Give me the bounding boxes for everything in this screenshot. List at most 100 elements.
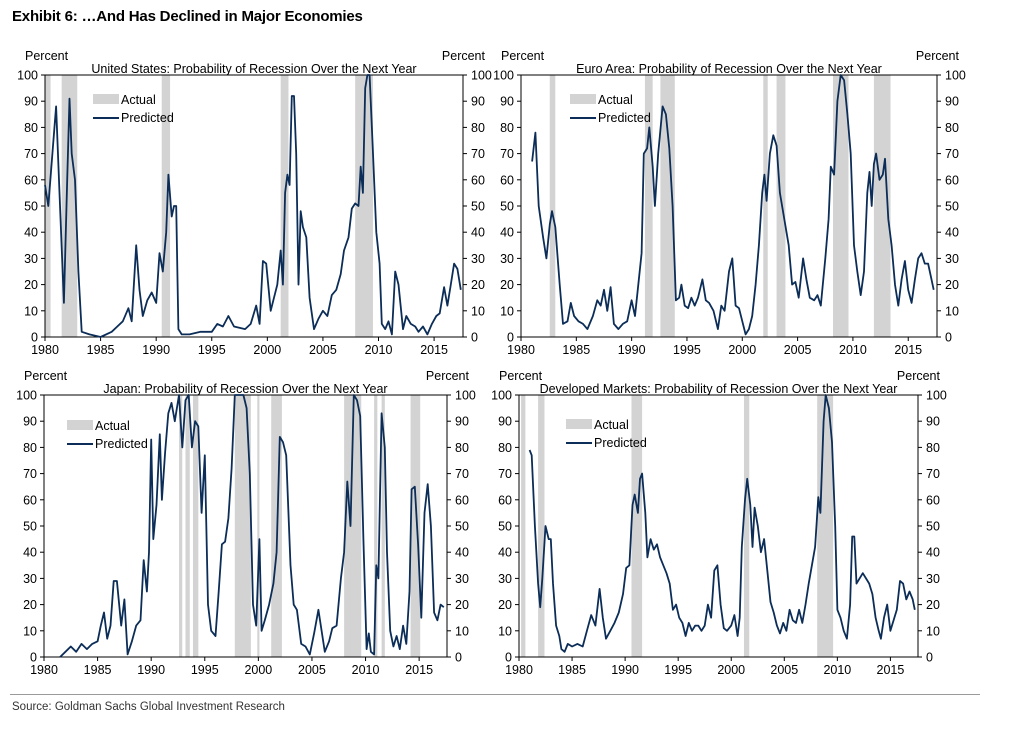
y-tick-label-right: 30 — [945, 252, 959, 266]
y-tick-label-right: 60 — [945, 173, 959, 187]
x-tick-label: 2005 — [784, 343, 812, 357]
y-tick-label-right: 50 — [945, 200, 959, 214]
y-tick-label-right: 90 — [471, 95, 485, 109]
legend-swatch-actual — [566, 419, 592, 429]
y-tick-label-left: 40 — [24, 226, 38, 240]
y-tick-label-right: 100 — [926, 389, 947, 403]
y-tick-label-left: 10 — [23, 624, 37, 638]
legend-label-predicted: Predicted — [121, 111, 174, 125]
y-tick-label-right: 10 — [926, 624, 940, 638]
y-tick-label-left: 50 — [23, 520, 37, 534]
legend-label-predicted: Predicted — [598, 111, 651, 125]
y-tick-label-right: 40 — [945, 226, 959, 240]
actual-recession-band — [873, 75, 891, 337]
y-tick-label-left: 50 — [24, 200, 38, 214]
x-tick-label: 2005 — [309, 343, 337, 357]
x-tick-label: 1980 — [505, 663, 533, 677]
chart-panel-1: 0 0 10 10 20 20 30 30 40 40 50 50 60 60 70 70 80 80 90 90 10… — [17, 49, 492, 357]
x-tick-label: 2010 — [352, 663, 380, 677]
x-tick-label: 2000 — [253, 343, 281, 357]
y-tick-label-left: 20 — [498, 598, 512, 612]
y-tick-label-right: 30 — [471, 252, 485, 266]
actual-recession-band — [631, 395, 643, 657]
y-tick-label-right: 10 — [945, 304, 959, 318]
y-tick-label-left: 90 — [24, 95, 38, 109]
y-tick-label-left: 0 — [507, 331, 514, 345]
y-tick-label-right: 40 — [926, 546, 940, 560]
x-tick-label: 2000 — [717, 663, 745, 677]
y-tick-label-right: 30 — [926, 572, 940, 586]
actual-recession-band — [521, 395, 526, 657]
legend-label-predicted: Predicted — [594, 436, 647, 450]
y-axis-label-left: Percent — [499, 369, 543, 383]
actual-recession-band — [549, 75, 556, 337]
y-tick-label-left: 80 — [23, 441, 37, 455]
y-tick-label-right: 10 — [471, 304, 485, 318]
y-tick-label-right: 80 — [471, 121, 485, 135]
actual-recession-band — [660, 75, 675, 337]
exhibit-title: Exhibit 6: …And Has Declined in Major Ec… — [12, 8, 363, 25]
y-tick-label-right: 70 — [945, 147, 959, 161]
chart-panel-2: 0 0 10 10 20 20 30 30 40 40 50 50 60 60 70 70 80 80 90 90 10… — [493, 49, 966, 357]
x-tick-label: 1995 — [198, 343, 226, 357]
legend-label-predicted: Predicted — [95, 437, 148, 451]
y-tick-label-right: 100 — [471, 69, 492, 83]
y-tick-label-left: 0 — [31, 331, 38, 345]
plot-frame — [518, 394, 919, 658]
x-tick-label: 2000 — [244, 663, 272, 677]
y-tick-label-right: 20 — [455, 598, 469, 612]
y-tick-label-left: 100 — [17, 69, 38, 83]
y-tick-label-left: 60 — [500, 173, 514, 187]
actual-recession-band — [161, 75, 171, 337]
y-tick-label-right: 0 — [471, 331, 478, 345]
chart-title: Japan: Probability of Recession Over the… — [103, 382, 387, 396]
actual-recession-band — [355, 75, 373, 337]
predicted-series-line — [531, 74, 935, 336]
chart-panel-4: 0 0 10 10 20 20 30 30 40 40 50 50 60 60 70 70 80 80 90 90 10… — [491, 369, 947, 677]
chart-title: United States: Probability of Recession … — [91, 62, 416, 76]
x-tick-label: 1990 — [142, 343, 170, 357]
x-tick-label: 1980 — [31, 343, 59, 357]
x-tick-label: 1995 — [191, 663, 219, 677]
actual-recession-band — [833, 75, 849, 337]
y-tick-label-right: 80 — [926, 441, 940, 455]
y-tick-label-left: 60 — [24, 173, 38, 187]
y-axis-label-right: Percent — [442, 49, 486, 63]
source-note: Source: Goldman Sachs Global Investment … — [12, 701, 285, 713]
y-tick-label-right: 40 — [471, 226, 485, 240]
y-tick-label-left: 70 — [24, 147, 38, 161]
actual-recession-band — [763, 75, 768, 337]
x-tick-label: 2015 — [420, 343, 448, 357]
legend-label-actual: Actual — [598, 93, 633, 107]
y-tick-label-left: 10 — [500, 304, 514, 318]
legend-label-actual: Actual — [594, 418, 629, 432]
y-tick-label-left: 40 — [498, 546, 512, 560]
y-tick-label-left: 50 — [498, 520, 512, 534]
legend-label-actual: Actual — [95, 419, 130, 433]
x-tick-label: 2010 — [839, 343, 867, 357]
y-tick-label-right: 0 — [455, 651, 462, 665]
y-tick-label-right: 80 — [945, 121, 959, 135]
y-tick-label-left: 20 — [500, 278, 514, 292]
actual-recession-band — [776, 75, 786, 337]
y-tick-label-left: 70 — [500, 147, 514, 161]
x-tick-label: 2015 — [405, 663, 433, 677]
bottom-divider — [10, 694, 980, 695]
y-tick-label-right: 40 — [455, 546, 469, 560]
x-tick-label: 2000 — [728, 343, 756, 357]
y-axis-label-right: Percent — [916, 49, 960, 63]
legend-swatch-actual — [67, 420, 93, 430]
y-tick-label-left: 30 — [23, 572, 37, 586]
y-tick-label-left: 30 — [500, 252, 514, 266]
actual-recession-band — [234, 395, 251, 657]
y-tick-label-right: 0 — [945, 331, 952, 345]
legend-swatch-actual — [570, 94, 596, 104]
chart-panel-3: 0 0 10 10 20 20 30 30 40 40 50 50 60 60 70 70 80 80 90 90 10… — [16, 369, 476, 677]
legend-label-actual: Actual — [121, 93, 156, 107]
y-tick-label-right: 50 — [926, 520, 940, 534]
actual-recession-band — [817, 395, 834, 657]
y-tick-label-right: 60 — [926, 493, 940, 507]
actual-recession-band — [743, 395, 750, 657]
x-tick-label: 1985 — [562, 343, 590, 357]
